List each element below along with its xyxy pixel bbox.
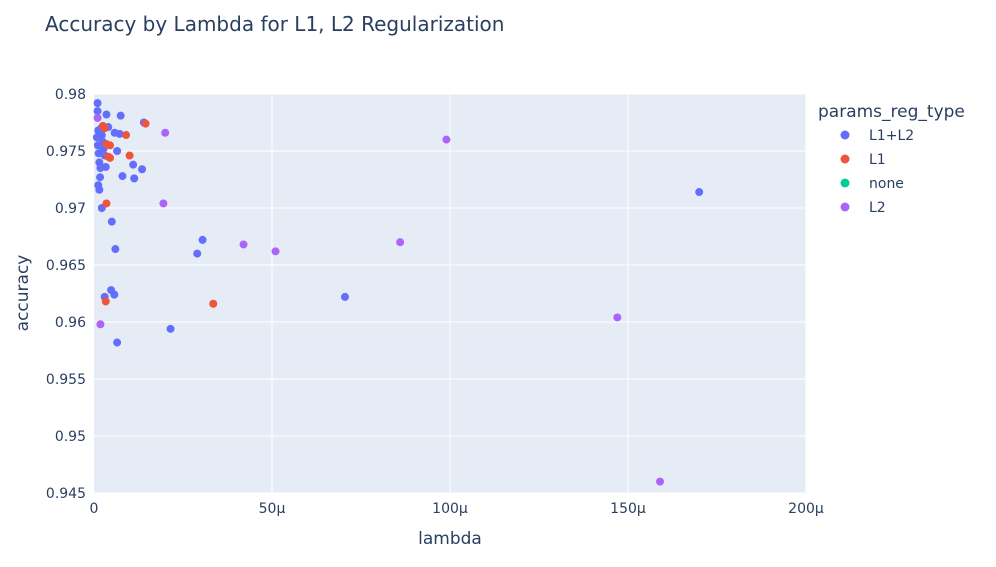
- x-tick-label: 0: [90, 501, 99, 517]
- data-point[interactable]: [141, 119, 150, 128]
- legend-label: none: [869, 176, 904, 192]
- data-point[interactable]: [95, 185, 104, 194]
- x-tick-label: 50μ: [259, 501, 286, 517]
- y-tick-label: 0.96: [55, 315, 86, 331]
- data-point[interactable]: [396, 238, 405, 247]
- y-axis-ticks: 0.945 0.95 0.955 0.96 0.965 0.97 0.975 0.98: [46, 87, 86, 502]
- data-point[interactable]: [106, 141, 115, 150]
- data-point[interactable]: [129, 160, 138, 169]
- data-point[interactable]: [113, 147, 122, 155]
- data-point[interactable]: [138, 165, 147, 174]
- data-point[interactable]: [340, 292, 349, 301]
- data-point[interactable]: [116, 111, 125, 120]
- data-point[interactable]: [209, 299, 218, 308]
- legend[interactable]: params_reg_type L1+L2 L1 none L2: [818, 102, 965, 216]
- y-tick-label: 0.95: [55, 429, 86, 445]
- data-point[interactable]: [695, 188, 704, 197]
- data-point[interactable]: [159, 199, 168, 208]
- y-tick-label: 0.98: [55, 87, 86, 103]
- data-point[interactable]: [118, 172, 127, 181]
- x-axis-ticks: 0 50μ 100μ 150μ 200μ: [90, 501, 824, 517]
- y-tick-label: 0.945: [46, 486, 86, 502]
- legend-item[interactable]: L1+L2: [840, 128, 915, 144]
- data-point[interactable]: [111, 245, 120, 254]
- data-point[interactable]: [93, 113, 102, 122]
- data-point[interactable]: [93, 107, 102, 116]
- legend-item[interactable]: none: [840, 176, 904, 192]
- y-axis-title: accuracy: [13, 255, 33, 332]
- data-point[interactable]: [271, 247, 280, 256]
- data-points: [92, 99, 704, 486]
- data-point[interactable]: [102, 199, 111, 208]
- x-tick-label: 100μ: [432, 501, 468, 517]
- data-point[interactable]: [96, 173, 105, 182]
- y-tick-label: 0.975: [46, 144, 86, 160]
- data-point[interactable]: [656, 477, 665, 486]
- legend-label: L2: [869, 200, 886, 216]
- data-point[interactable]: [96, 320, 105, 329]
- legend-item[interactable]: L1: [840, 152, 886, 168]
- data-point[interactable]: [130, 174, 139, 183]
- data-point[interactable]: [122, 131, 131, 140]
- data-point[interactable]: [198, 235, 207, 244]
- series-l1: [98, 119, 218, 308]
- data-point[interactable]: [239, 240, 248, 249]
- legend-item[interactable]: L2: [840, 200, 886, 216]
- grid-lines: [94, 93, 807, 494]
- data-point[interactable]: [106, 153, 115, 162]
- data-point[interactable]: [113, 338, 122, 347]
- legend-marker: [840, 178, 850, 188]
- data-point[interactable]: [442, 135, 451, 144]
- y-tick-label: 0.97: [55, 201, 86, 217]
- y-tick-label: 0.965: [46, 258, 86, 274]
- chart-title: Accuracy by Lambda for L1, L2 Regulariza…: [45, 12, 504, 36]
- data-point[interactable]: [193, 249, 202, 258]
- data-point[interactable]: [101, 162, 110, 171]
- data-point[interactable]: [110, 290, 119, 299]
- x-tick-label: 150μ: [610, 501, 646, 517]
- data-point[interactable]: [613, 313, 622, 322]
- data-point[interactable]: [115, 129, 124, 138]
- y-tick-label: 0.955: [46, 372, 86, 388]
- data-point[interactable]: [101, 297, 110, 306]
- data-point[interactable]: [93, 99, 102, 108]
- data-point[interactable]: [166, 324, 175, 333]
- x-axis-title: lambda: [418, 529, 482, 549]
- data-point[interactable]: [107, 217, 116, 226]
- data-point[interactable]: [97, 131, 106, 140]
- data-point[interactable]: [100, 124, 109, 133]
- legend-marker: [840, 130, 850, 140]
- legend-label: L1+L2: [869, 128, 914, 144]
- legend-marker: [840, 202, 850, 212]
- x-tick-label: 200μ: [788, 501, 824, 517]
- data-point[interactable]: [102, 110, 111, 119]
- legend-label: L1: [869, 152, 886, 168]
- data-point[interactable]: [125, 151, 134, 160]
- data-point[interactable]: [161, 128, 170, 137]
- legend-title: params_reg_type: [818, 102, 965, 122]
- series-l2: [93, 113, 665, 486]
- legend-marker: [840, 154, 850, 164]
